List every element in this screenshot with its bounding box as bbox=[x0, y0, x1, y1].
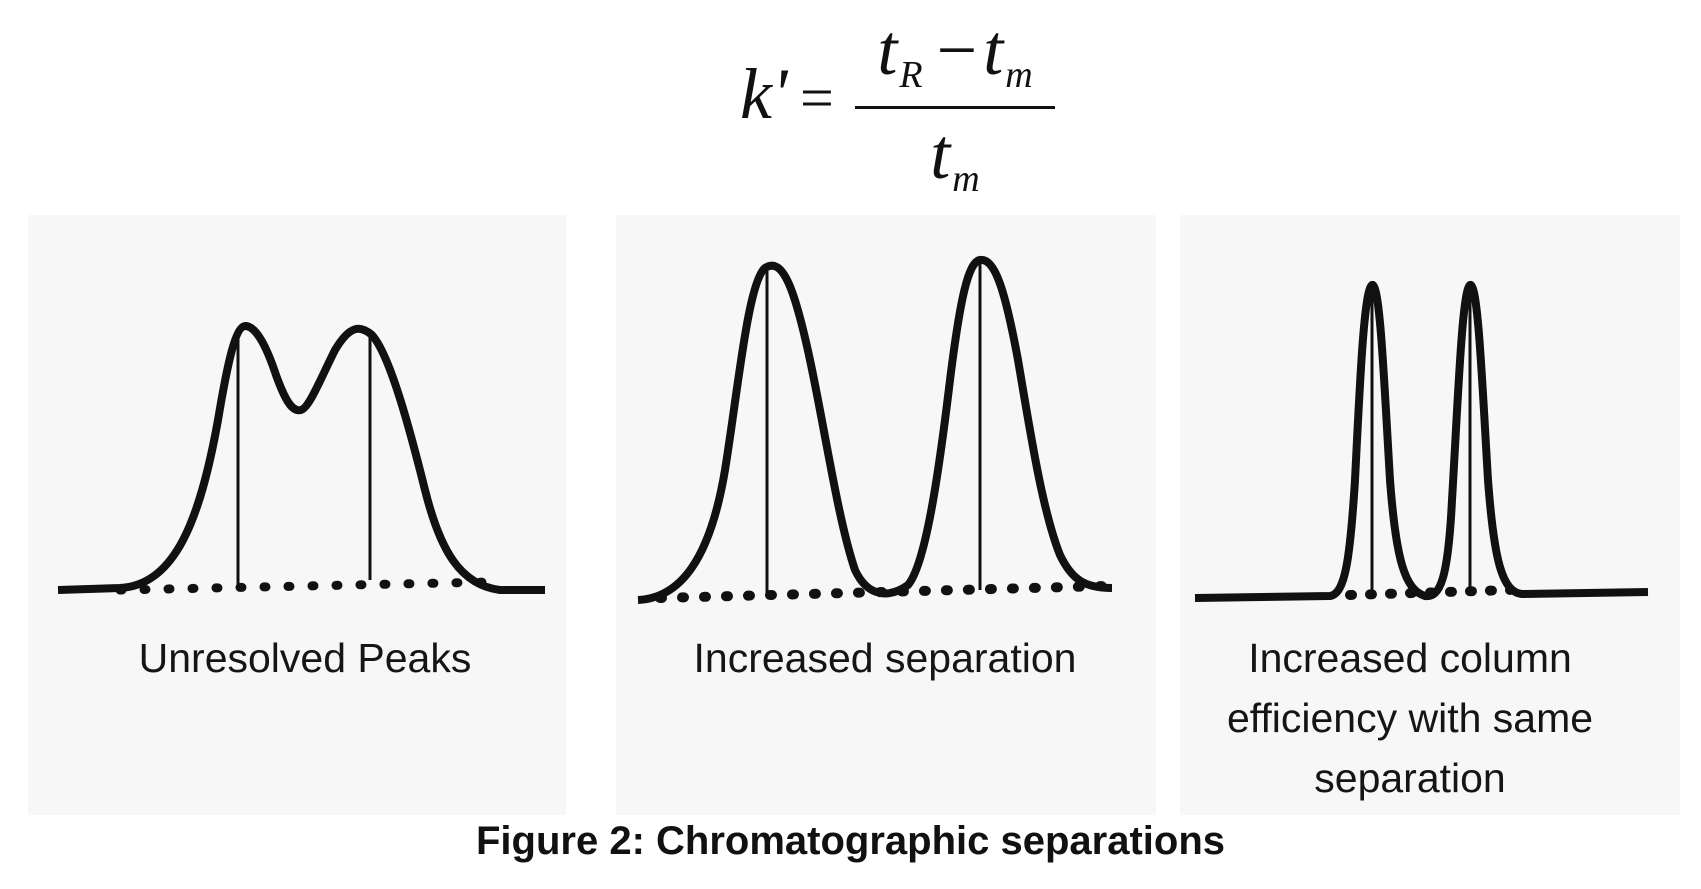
numerator-t2: t bbox=[983, 10, 1004, 90]
baseline-dotted-unresolved bbox=[115, 577, 495, 595]
numerator-sub-m: m bbox=[1005, 54, 1033, 97]
capacity-factor-formula: k' = tR −tm tm bbox=[0, 0, 1701, 215]
trace-separation bbox=[637, 256, 1113, 604]
formula-lhs: k' bbox=[740, 54, 788, 134]
chromatogram-unresolved bbox=[57, 322, 545, 595]
chromatogram-separation bbox=[637, 256, 1113, 604]
fraction-bar bbox=[855, 106, 1055, 109]
chromatogram-efficiency bbox=[1194, 280, 1649, 602]
trace-efficiency bbox=[1194, 280, 1649, 602]
denominator-sub-m: m bbox=[952, 158, 980, 201]
numerator-t: t bbox=[877, 10, 898, 90]
panel-background-unresolved bbox=[28, 215, 566, 815]
label-increased-column-efficiency: Increased column efficiency with same se… bbox=[1226, 635, 1594, 801]
formula-denominator: tm bbox=[855, 118, 1055, 198]
figure-caption: Figure 2: Chromatographic separations bbox=[475, 819, 1226, 863]
trace-unresolved bbox=[57, 322, 545, 594]
numerator-minus: − bbox=[936, 10, 978, 90]
panel-background-efficiency bbox=[1180, 215, 1680, 815]
panel-background-separation bbox=[616, 215, 1156, 815]
denominator-t: t bbox=[930, 114, 951, 194]
formula-equals: = bbox=[800, 65, 834, 131]
formula-numerator: tR −tm bbox=[855, 14, 1055, 94]
label-unresolved-peaks: Unresolved Peaks bbox=[138, 635, 472, 681]
label-increased-separation: Increased separation bbox=[693, 635, 1077, 681]
numerator-sub-r: R bbox=[899, 54, 923, 97]
